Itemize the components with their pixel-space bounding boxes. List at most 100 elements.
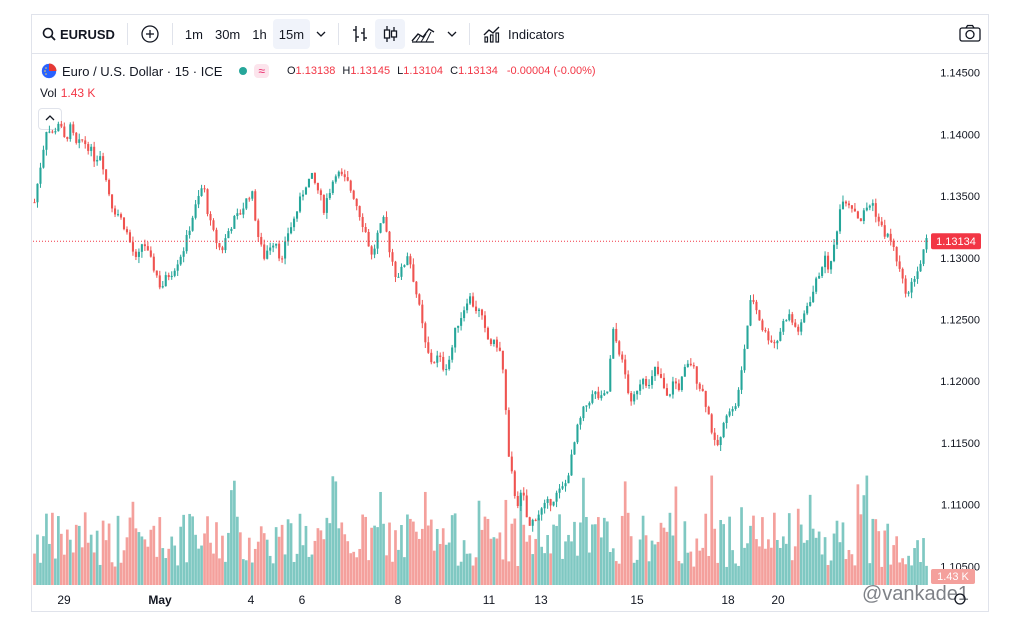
volume-bar [316, 528, 320, 585]
candle-body [767, 331, 770, 341]
candle-body [424, 323, 427, 343]
candles-style-button[interactable] [375, 19, 406, 49]
volume-bar [910, 565, 913, 585]
candle-body [546, 499, 549, 503]
volume-bar [582, 477, 585, 585]
candle-body [433, 362, 436, 364]
volume-bar [880, 566, 884, 585]
candle-body [307, 178, 311, 188]
candle-body [779, 331, 782, 341]
volume-bar [758, 546, 761, 585]
low-label: L [397, 65, 404, 77]
volume-bar [241, 559, 245, 585]
volume-bar [859, 514, 863, 585]
compare-icon[interactable]: ≈ [254, 64, 269, 78]
candle-body [448, 359, 451, 370]
candle-body [588, 402, 591, 406]
volume-bar [71, 552, 75, 585]
volume-bar [250, 562, 254, 585]
candle-body [173, 270, 176, 276]
candle-body [853, 208, 856, 212]
volume-bar [752, 515, 755, 585]
volume-bar [501, 559, 505, 585]
y-tick-label: 1.11000 [941, 500, 980, 512]
candle-body [251, 191, 254, 199]
volume-bar [95, 530, 99, 585]
candle-body [773, 342, 776, 344]
candle-body [451, 347, 454, 360]
volume-bar [650, 540, 654, 585]
candle-body [161, 286, 164, 288]
candle-body [340, 171, 343, 175]
volume-bar [224, 561, 227, 585]
gear-icon [954, 593, 966, 605]
indicators-button[interactable]: Indicators [476, 19, 570, 49]
volume-bar [304, 525, 308, 585]
collapse-legend-button[interactable] [38, 108, 62, 130]
volume-bar [516, 565, 520, 585]
volume-bar [668, 512, 672, 585]
interval-label: 30m [214, 26, 241, 42]
volume-bar [507, 561, 511, 585]
chevron-up-icon [45, 115, 55, 121]
volume-bar [922, 538, 925, 585]
volume-bar [540, 546, 544, 585]
bar-style-button[interactable] [345, 19, 375, 49]
candle-body [892, 240, 895, 247]
volume-bar [519, 495, 523, 585]
candle-body [254, 191, 257, 221]
interval-15m[interactable]: 15m [272, 19, 311, 49]
volume-legend: Vol 1.43 K [40, 86, 95, 100]
volume-bar [48, 543, 51, 585]
volume-bar [110, 562, 114, 585]
volume-bar [197, 548, 200, 585]
open-label: O [286, 65, 296, 77]
candle-body [93, 146, 96, 162]
candle-body [131, 242, 134, 252]
volume-bar [528, 535, 532, 585]
interval-1m[interactable]: 1m [179, 19, 209, 49]
candle-body [471, 296, 475, 307]
candle-body [460, 318, 463, 326]
volume-bar [86, 542, 90, 585]
volume-bar [158, 517, 162, 585]
candle-body [316, 182, 319, 191]
volume-bar [719, 519, 723, 585]
chart-type-dropdown[interactable] [441, 19, 463, 49]
symbol-search[interactable]: EURUSD [36, 19, 121, 49]
volume-bar [808, 494, 812, 585]
interval-1h[interactable]: 1h [246, 19, 272, 49]
volume-bar [313, 540, 317, 585]
candle-body [901, 268, 904, 279]
candle-body [388, 231, 391, 253]
candle-body [800, 322, 803, 332]
volume-bar [823, 537, 827, 585]
screenshot-button[interactable] [959, 24, 981, 47]
area-style-button[interactable] [405, 19, 441, 49]
candle-body [650, 376, 654, 385]
candle-body [63, 126, 66, 137]
volume-bar [820, 554, 824, 585]
candle-body [218, 243, 221, 248]
volume-bar [459, 561, 463, 585]
volume-bars [33, 475, 928, 585]
interval-dropdown[interactable] [310, 19, 332, 49]
interval-30m[interactable]: 30m [209, 19, 246, 49]
volume-bar [480, 529, 484, 585]
volume-bar [68, 539, 72, 585]
candle-body [865, 207, 868, 211]
candle-body [537, 514, 540, 521]
volume-bar [907, 555, 910, 585]
candle-body [373, 248, 376, 255]
candle-body [304, 187, 308, 195]
volume-bar [513, 518, 517, 585]
candle-body [427, 342, 430, 353]
volume-bar [635, 559, 639, 585]
volume-bar [468, 553, 472, 585]
volume-bar [471, 565, 475, 585]
add-symbol-button[interactable] [134, 19, 166, 49]
volume-bar [817, 531, 821, 585]
volume-bar [620, 515, 624, 585]
volume-bar [200, 545, 203, 585]
